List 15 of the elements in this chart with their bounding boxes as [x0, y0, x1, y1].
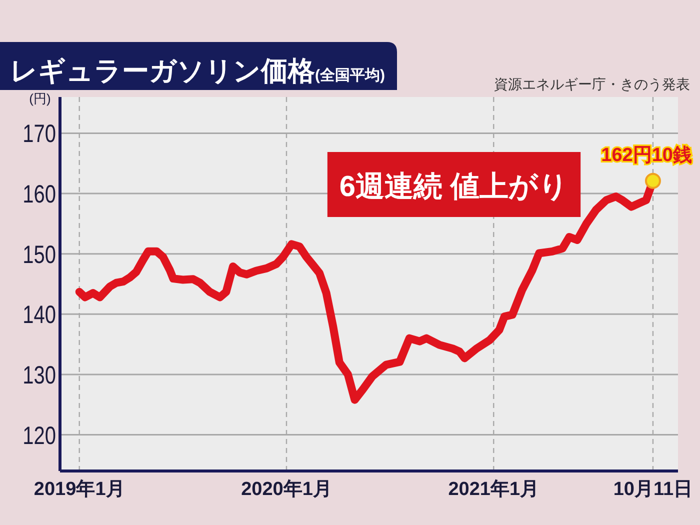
- y-tick-label: 170: [22, 120, 56, 148]
- text: 資源エネルギー庁・きのう発表: [494, 76, 690, 92]
- x-tick-label: 10月11日: [613, 479, 693, 500]
- annotation: 162円10銭: [601, 144, 692, 166]
- x-tick-label: 2021年1月: [448, 479, 540, 500]
- y-tick-label: 160: [22, 180, 56, 208]
- y-tick-label: 130: [22, 361, 56, 390]
- y-axis-title: (円): [29, 91, 51, 106]
- x-tick-label: 2020年1月: [241, 479, 332, 500]
- x-tick-label: 2019年1月: [34, 479, 125, 500]
- y-tick-label: 120: [22, 422, 56, 450]
- y-tick-label: 150: [22, 240, 56, 268]
- y-tick-label: 140: [22, 301, 56, 329]
- chart-subtitle: (全国平均): [315, 67, 385, 84]
- annotation: 6週連続 値上がり: [339, 171, 569, 203]
